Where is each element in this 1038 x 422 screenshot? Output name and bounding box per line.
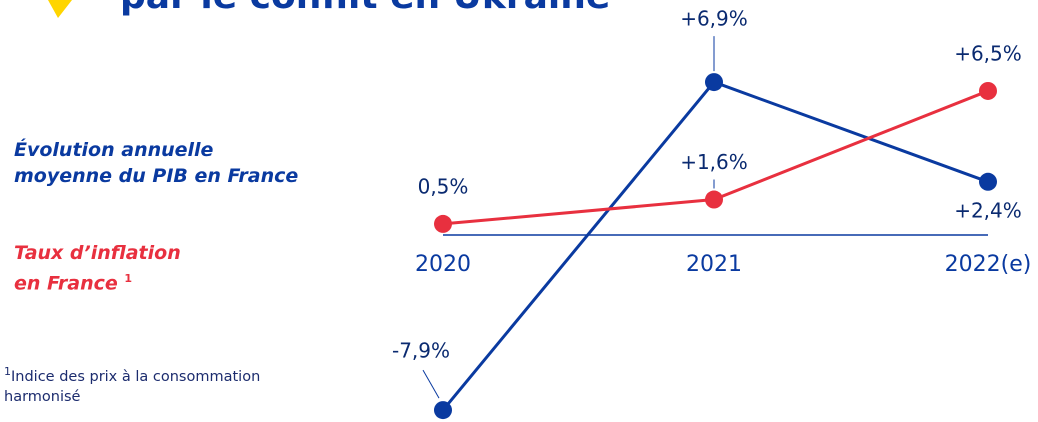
footnote: 1Indice des prix à la consommation harmo…	[4, 362, 264, 407]
data-label: 0,5%	[418, 174, 469, 198]
data-point	[434, 214, 452, 233]
legend-entry: Évolution annuelle moyenne du PIB en Fra…	[14, 137, 298, 189]
data-point	[434, 401, 452, 420]
data-point	[979, 81, 997, 100]
x-tick-label: 2020	[415, 252, 471, 277]
series-line	[441, 80, 989, 412]
data-point	[705, 73, 723, 92]
decor-shape	[48, 0, 72, 18]
x-tick-label: 2022(e)	[945, 252, 1032, 277]
data-point	[979, 172, 997, 191]
chart-title: par le conflit en Ukraine	[120, 0, 610, 17]
legend-text: Taux d’inflation en France	[14, 242, 181, 295]
footnote-marker: 1	[4, 365, 11, 378]
leader-line	[422, 369, 440, 399]
data-label: -7,9%	[392, 339, 450, 363]
data-label: +1,6%	[680, 150, 748, 174]
footnote-text: Indice des prix à la consommation harmon…	[4, 368, 261, 405]
data-point	[705, 190, 723, 209]
legend-text: Évolution annuelle moyenne du PIB en Fra…	[14, 139, 299, 187]
data-label: +6,9%	[680, 7, 748, 31]
data-label: +6,5%	[954, 41, 1022, 65]
footnote-marker: 1	[124, 272, 133, 285]
data-label: +2,4%	[954, 198, 1022, 222]
legend-entry: Taux d’inflation en France 1	[14, 240, 181, 296]
x-tick-label: 2021	[686, 252, 742, 277]
